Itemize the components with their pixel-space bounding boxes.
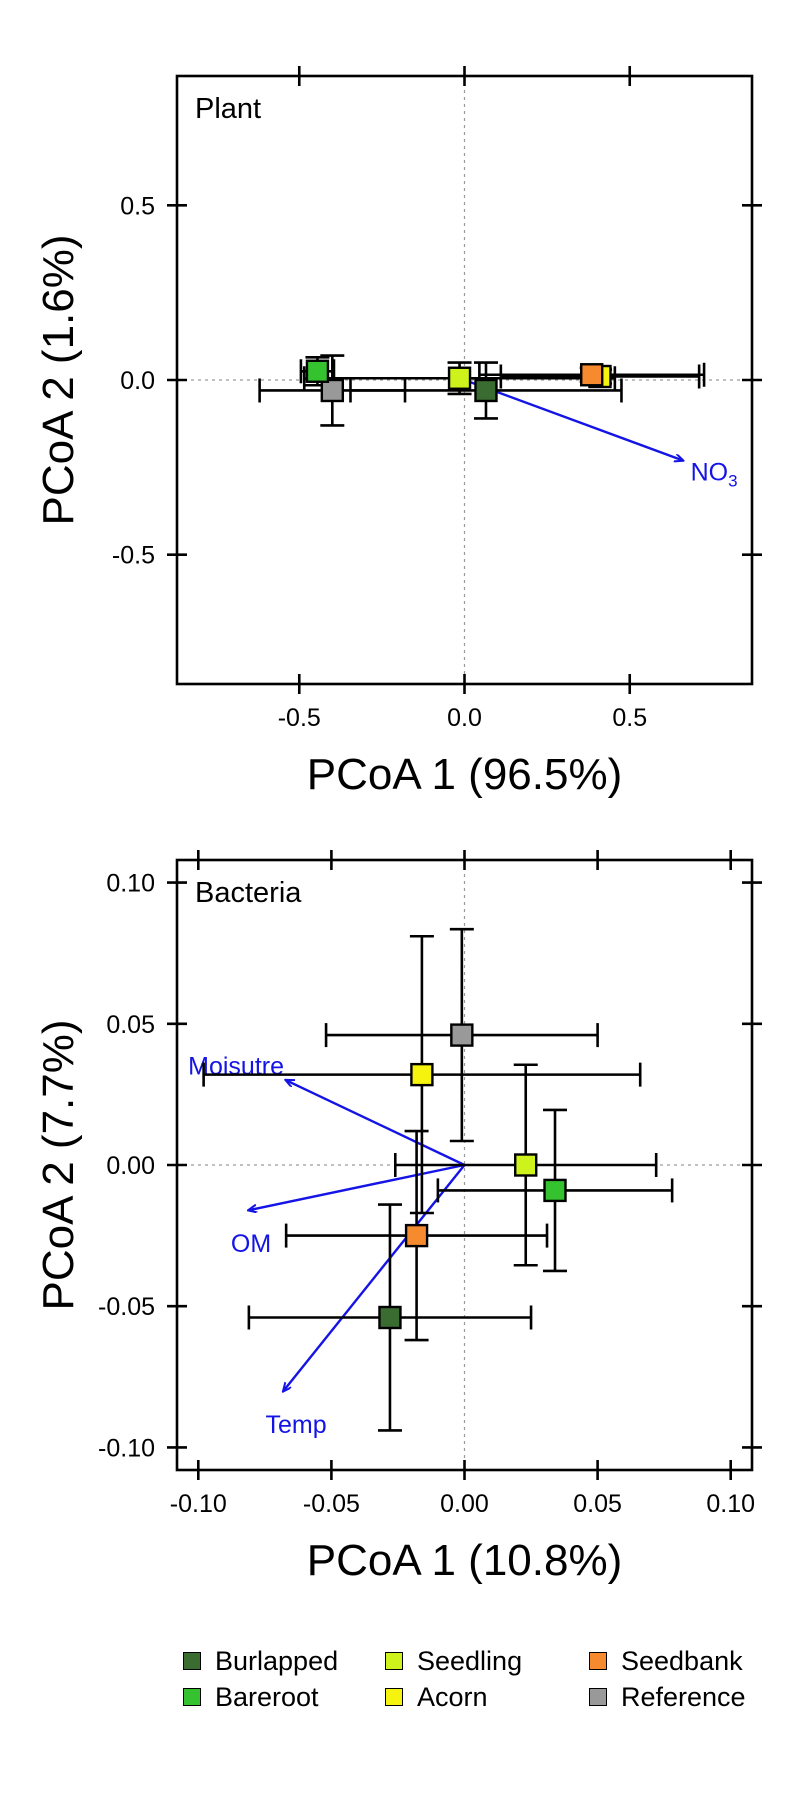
x-tick-label: 0.00 [440,1490,489,1518]
y-tick-label: -0.10 [98,1434,155,1462]
legend-swatch [589,1652,607,1670]
y-tick-label: 0.10 [106,870,155,898]
legend-swatch [183,1652,201,1670]
data-point-seedling [447,366,472,390]
x-axis-title: PCoA 1 (96.5%) [307,750,623,799]
vector-label: OM [231,1230,271,1258]
legend-label: Bareroot [215,1681,319,1712]
legend-item-seedling: Seedling [385,1645,522,1677]
y-tick-label: 0.5 [120,192,155,220]
x-tick-label: 0.05 [573,1490,622,1518]
vector-arrow [286,1080,466,1167]
plant-panel: NO3 -0.5 0.0 0.5 0.5 0.0 -0.5 Plant PCoA 1 (96.5… [34,66,762,799]
data-point-seedbank [404,1223,429,1248]
x-tick-label: 0.10 [706,1490,755,1518]
panel-label: Bacteria [195,877,302,909]
data-point-bareroot [543,1178,567,1203]
legend-swatch [385,1652,403,1670]
y-tick-label: -0.05 [98,1293,155,1321]
x-axis-title: PCoA 1 (10.8%) [307,1536,623,1585]
legend-swatch [183,1688,201,1706]
vector-arrow [283,1164,466,1391]
x-tick-label: 0.5 [612,704,647,732]
legend-swatch [385,1688,403,1706]
y-axis-title: PCoA 2 (7.7%) [34,1019,83,1310]
data-point-burlapped [378,1305,402,1330]
y-tick-label: 0.05 [106,1011,155,1039]
vector-arrow [464,378,683,460]
data-point-acorn [410,1062,434,1087]
y-axis-title: PCoA 2 (1.6%) [34,234,83,525]
legend-swatch [589,1688,607,1706]
legend-item-acorn: Acorn [385,1681,488,1713]
y-tick-label: -0.5 [112,542,155,570]
data-point-seedbank [580,363,604,387]
legend: Burlapped Bareroot Seedling Acorn Seedba… [183,1645,783,1725]
vector-arrow [249,1163,465,1210]
data-point-reference [320,378,345,403]
x-tick-label: -0.5 [278,704,321,732]
data-point-bareroot [305,359,330,383]
legend-item-burlapped: Burlapped [183,1645,338,1677]
legend-label: Burlapped [215,1645,339,1676]
vector-label: NO3 [691,458,738,490]
y-tick-label: 0.00 [106,1152,155,1180]
x-tick-label: 0.0 [447,704,482,732]
x-tick-label: -0.05 [303,1490,360,1518]
data-point-seedling [514,1153,538,1177]
legend-item-seedbank: Seedbank [589,1645,743,1677]
legend-item-bareroot: Bareroot [183,1681,319,1713]
legend-label: Seedling [417,1645,523,1676]
legend-label: Reference [621,1681,746,1712]
data-point-reference [450,1023,474,1047]
legend-item-reference: Reference [589,1681,746,1713]
legend-label: Seedbank [621,1645,743,1676]
panel-label: Plant [195,93,261,125]
legend-label: Acorn [417,1681,488,1712]
vector-label: Temp [265,1411,326,1439]
x-tick-label: -0.10 [170,1490,227,1518]
data-point-burlapped [474,378,498,403]
y-tick-label: 0.0 [120,367,155,395]
